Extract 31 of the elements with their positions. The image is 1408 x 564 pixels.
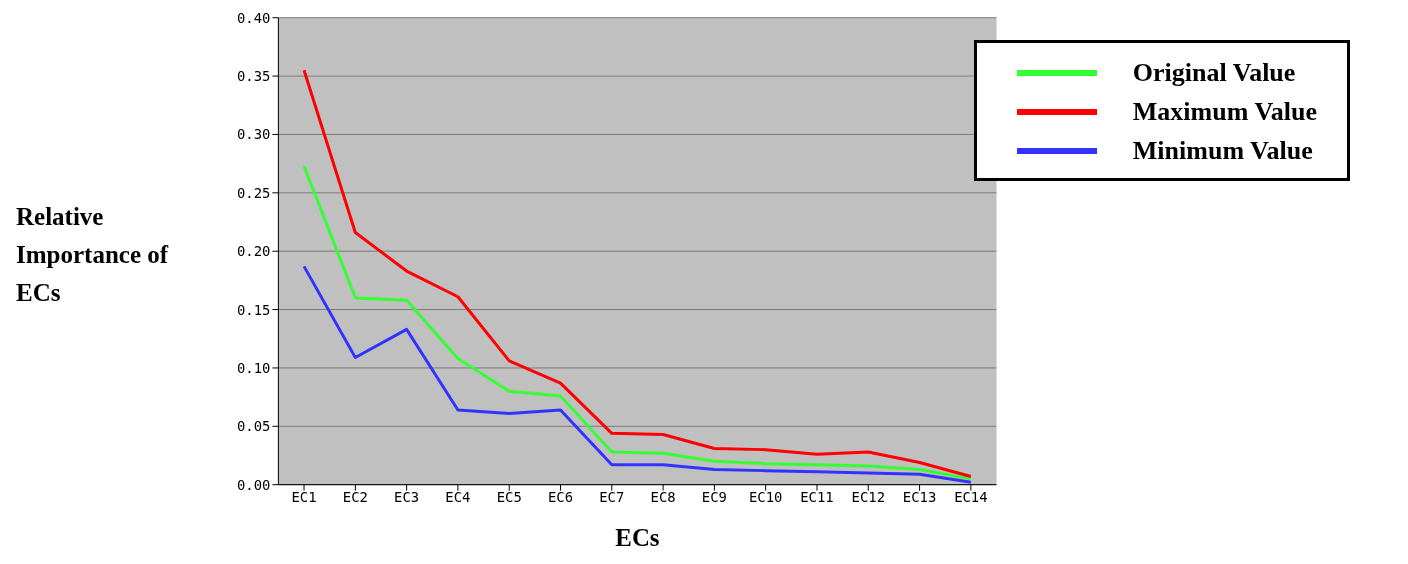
y-axis-title: Relative Importance of ECs	[15, 202, 170, 308]
y-tick-label: 0.15	[236, 301, 271, 318]
legend-label: Original Value	[1132, 57, 1296, 88]
y-tick-label: 0.00	[236, 476, 271, 493]
x-tick-label: EC13	[902, 489, 937, 506]
x-tick-label: EC8	[650, 489, 676, 506]
y-tick-label: 0.35	[236, 68, 271, 85]
x-axis-title: ECs	[615, 524, 660, 552]
y-tick-label: 0.40	[236, 9, 271, 26]
y-tick-label: 0.20	[236, 243, 271, 260]
x-tick-label: EC4	[445, 489, 471, 506]
legend-label: Minimum Value	[1132, 135, 1313, 166]
x-tick-label: EC3	[393, 489, 420, 506]
x-tick-label: EC9	[701, 489, 727, 506]
x-tick-label: EC2	[342, 489, 368, 506]
y-tick-label: 0.05	[236, 418, 271, 435]
x-tick-label: EC11	[800, 489, 834, 506]
x-tick-label: EC7	[599, 489, 625, 506]
x-tick-label: EC14	[954, 489, 988, 506]
line-series	[302, 264, 973, 484]
x-tick-label: EC6	[547, 489, 573, 506]
x-tick-label: EC12	[851, 489, 885, 506]
y-tick-label: 0.25	[236, 184, 271, 201]
x-tick-label: EC10	[748, 489, 783, 506]
line-series	[302, 68, 973, 478]
legend-label: Maximum Value	[1132, 96, 1317, 127]
x-tick-label: EC1	[291, 489, 317, 506]
line-series	[302, 164, 973, 481]
y-tick-label: 0.10	[236, 359, 271, 376]
x-tick-label: EC5	[496, 489, 522, 506]
y-tick-label: 0.30	[236, 126, 271, 143]
